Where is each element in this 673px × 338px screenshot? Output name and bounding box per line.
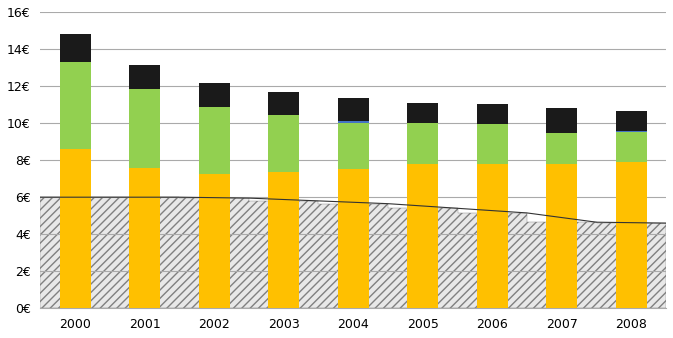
Bar <box>268 115 299 172</box>
Bar <box>338 169 369 308</box>
Bar <box>59 62 91 149</box>
Bar <box>476 104 508 124</box>
Bar <box>407 123 438 164</box>
Bar <box>407 164 438 308</box>
Bar <box>616 162 647 308</box>
Bar <box>199 174 230 308</box>
Bar <box>338 121 369 123</box>
Bar <box>476 164 508 308</box>
Bar <box>338 123 369 169</box>
Bar <box>476 124 508 164</box>
Bar <box>338 98 369 121</box>
Bar <box>616 131 647 132</box>
Bar <box>268 172 299 308</box>
Bar <box>129 65 160 89</box>
Bar <box>616 132 647 162</box>
Bar <box>546 108 577 133</box>
Bar <box>59 149 91 308</box>
Bar <box>546 164 577 308</box>
Bar <box>59 34 91 62</box>
Bar <box>616 111 647 131</box>
Bar <box>199 107 230 174</box>
Bar <box>268 92 299 115</box>
Bar <box>129 168 160 308</box>
Bar <box>407 103 438 123</box>
Bar <box>546 133 577 164</box>
Bar <box>129 89 160 168</box>
Bar <box>199 83 230 107</box>
